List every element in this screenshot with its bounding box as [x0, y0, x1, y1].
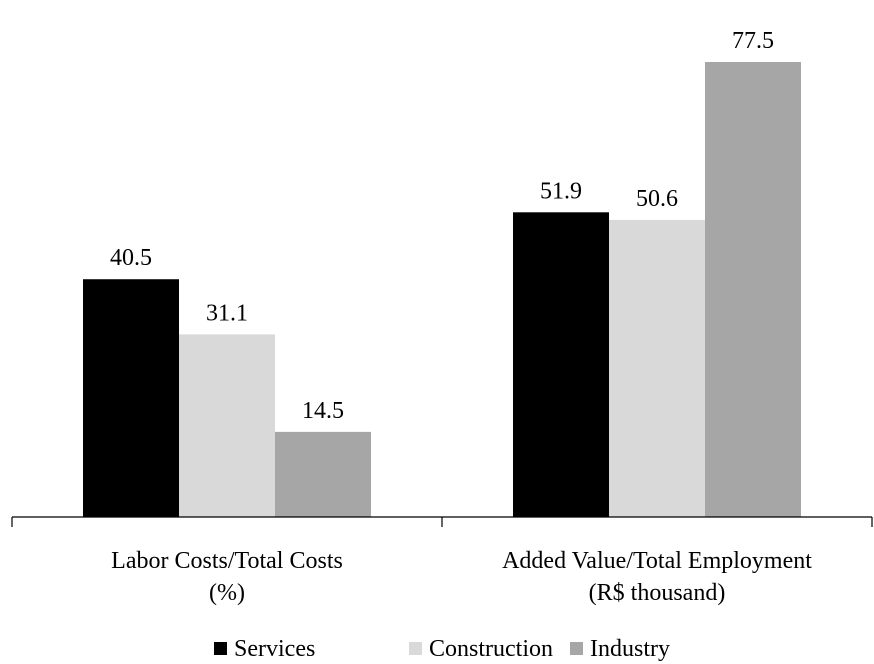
- bar: [83, 279, 179, 517]
- x-tick-label: (R$ thousand): [589, 580, 726, 606]
- legend-swatch: [214, 642, 227, 655]
- bar: [513, 212, 609, 518]
- bar: [705, 62, 801, 517]
- x-tick-label: Added Value/Total Employment: [502, 548, 812, 574]
- value-label: 77.5: [732, 28, 774, 54]
- bar: [179, 334, 275, 517]
- value-label: 51.9: [540, 178, 582, 204]
- value-label: 50.6: [636, 186, 678, 212]
- legend-label: Industry: [590, 636, 670, 662]
- value-label: 14.5: [302, 398, 344, 424]
- legend-label: Construction: [429, 636, 553, 662]
- x-tick-label: (%): [209, 580, 245, 606]
- x-tick-label: Labor Costs/Total Costs: [111, 548, 343, 574]
- value-label: 31.1: [206, 300, 248, 326]
- legend-swatch: [570, 642, 583, 655]
- value-label: 40.5: [110, 245, 152, 271]
- bar: [275, 431, 371, 517]
- bar: [609, 219, 705, 518]
- legend-swatch: [409, 642, 422, 655]
- legend-label: Services: [234, 636, 315, 662]
